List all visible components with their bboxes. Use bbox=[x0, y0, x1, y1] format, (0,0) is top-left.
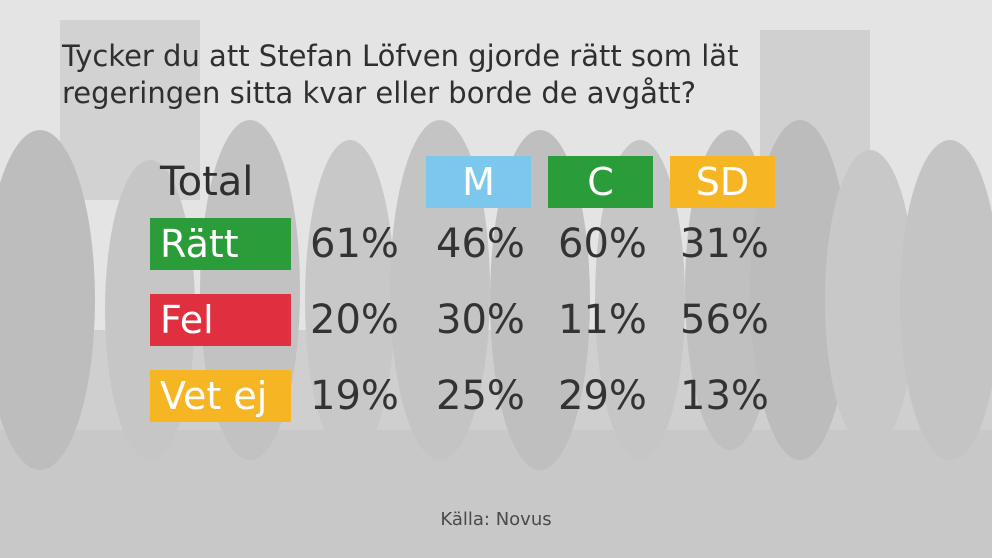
cell-vet-ej-total: 19% bbox=[310, 373, 399, 419]
question-line-1: Tycker du att Stefan Löfven gjorde rätt … bbox=[62, 39, 739, 73]
column-header-m: M bbox=[426, 156, 531, 208]
cell-ratt-total: 61% bbox=[310, 221, 399, 267]
cell-fel-c: 11% bbox=[558, 297, 647, 343]
cell-vet-ej-m: 25% bbox=[436, 373, 525, 419]
cell-fel-sd: 56% bbox=[680, 297, 769, 343]
row-label-vet-ej: Vet ej bbox=[150, 370, 291, 422]
source-note: Källa: Novus bbox=[440, 509, 552, 530]
question-line-2: regeringen sitta kvar eller borde de avg… bbox=[62, 76, 697, 110]
cell-vet-ej-c: 29% bbox=[558, 373, 647, 419]
question-title: Tycker du att Stefan Löfven gjorde rätt … bbox=[62, 38, 882, 112]
row-label-fel: Fel bbox=[150, 294, 291, 346]
column-header-total: Total bbox=[160, 159, 254, 205]
cell-fel-m: 30% bbox=[436, 297, 525, 343]
cell-vet-ej-sd: 13% bbox=[680, 373, 769, 419]
cell-ratt-m: 46% bbox=[436, 221, 525, 267]
cell-fel-total: 20% bbox=[310, 297, 399, 343]
row-label-ratt: Rätt bbox=[150, 218, 291, 270]
column-header-c: C bbox=[548, 156, 653, 208]
column-header-sd: SD bbox=[670, 156, 775, 208]
cell-ratt-c: 60% bbox=[558, 221, 647, 267]
cell-ratt-sd: 31% bbox=[680, 221, 769, 267]
